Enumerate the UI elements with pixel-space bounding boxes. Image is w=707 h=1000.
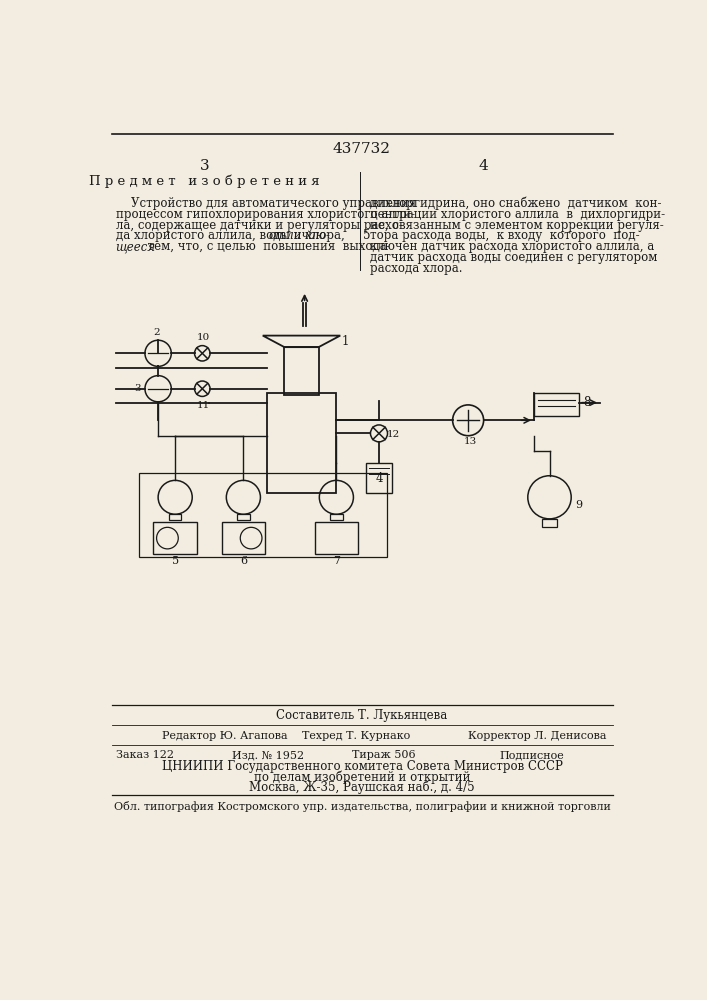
Text: Подписное: Подписное [499,750,564,760]
Text: Устройство для автоматического управления: Устройство для автоматического управлени… [115,197,416,210]
Bar [284,347,319,395]
Text: 13: 13 [464,437,477,446]
Text: Обл. типография Костромского упр. издательства, полиграфии и книжной торговли: Обл. типография Костромского упр. издате… [114,801,610,812]
Text: Составитель Т. Лукьянцева: Составитель Т. Лукьянцева [276,709,448,722]
Text: 437732: 437732 [333,142,391,156]
Text: 12: 12 [386,430,399,439]
Text: 6: 6 [240,556,247,566]
Bar [534,393,579,416]
Bar [542,519,557,527]
Text: 7: 7 [333,556,340,566]
Text: центрации хлористого аллила  в  дихлоргидри-: центрации хлористого аллила в дихлоргидр… [370,208,665,221]
Text: 5: 5 [172,556,179,566]
Text: 3: 3 [200,159,209,173]
Text: 4: 4 [375,472,382,485]
Text: Заказ 122: Заказ 122 [115,750,173,760]
Text: щееся: щееся [115,240,156,253]
Text: Корректор Л. Денисова: Корректор Л. Денисова [468,731,607,741]
Text: отличаю-: отличаю- [269,229,331,242]
Text: ключен датчик расхода хлористого аллила, а: ключен датчик расхода хлористого аллила,… [370,240,654,253]
Text: 11: 11 [197,401,211,410]
Text: датчик расхода воды соединен с регулятором: датчик расхода воды соединен с регулятор… [370,251,657,264]
Text: 10: 10 [197,333,210,342]
Text: 8: 8 [583,396,590,409]
Bar [267,393,337,493]
Text: по делам изобретений и открытий: по делам изобретений и открытий [254,770,470,784]
Text: тора расхода воды,  к входу  которого  под-: тора расхода воды, к входу которого под- [370,229,639,242]
Text: Редактор Ю. Агапова: Редактор Ю. Агапова [162,731,288,741]
Text: не, связанным с элементом коррекции регуля-: не, связанным с элементом коррекции регу… [370,219,663,232]
Bar [222,522,265,554]
Bar [330,514,343,520]
Text: 1: 1 [342,335,349,348]
Text: П р е д м е т   и з о б р е т е н и я: П р е д м е т и з о б р е т е н и я [89,175,320,188]
Text: Техред Т. Курнако: Техред Т. Курнако [301,731,410,741]
Bar [169,514,182,520]
Text: Изд. № 1952: Изд. № 1952 [232,750,304,760]
Text: тем, что, с целью  повышения  выхода: тем, что, с целью повышения выхода [140,240,387,253]
Text: ЦНИИПИ Государственного комитета Совета Министров СССР: ЦНИИПИ Государственного комитета Совета … [161,760,562,773]
Bar [237,514,250,520]
Text: да хлористого аллила, воды и хлора,: да хлористого аллила, воды и хлора, [115,229,348,242]
Bar [366,463,392,493]
Text: 3: 3 [134,384,141,393]
Text: ла, содержащее датчики и регуляторы расхо-: ла, содержащее датчики и регуляторы расх… [115,219,402,232]
Text: 9: 9 [575,500,583,510]
Bar [315,522,358,554]
Bar [139,473,387,557]
Text: расхода хлора.: расхода хлора. [370,262,462,275]
Text: 5: 5 [363,229,370,242]
Text: Москва, Ж-35, Раушская наб., д. 4/5: Москва, Ж-35, Раушская наб., д. 4/5 [249,780,475,794]
Text: Тираж 506: Тираж 506 [352,750,416,760]
Text: 2: 2 [153,328,160,337]
Text: 4: 4 [479,159,489,173]
Text: дихлоргидрина, оно снабжено  датчиком  кон-: дихлоргидрина, оно снабжено датчиком кон… [370,197,661,211]
Bar [153,522,197,554]
Text: процессом гипохлорирования хлористого алли-: процессом гипохлорирования хлористого ал… [115,208,414,221]
